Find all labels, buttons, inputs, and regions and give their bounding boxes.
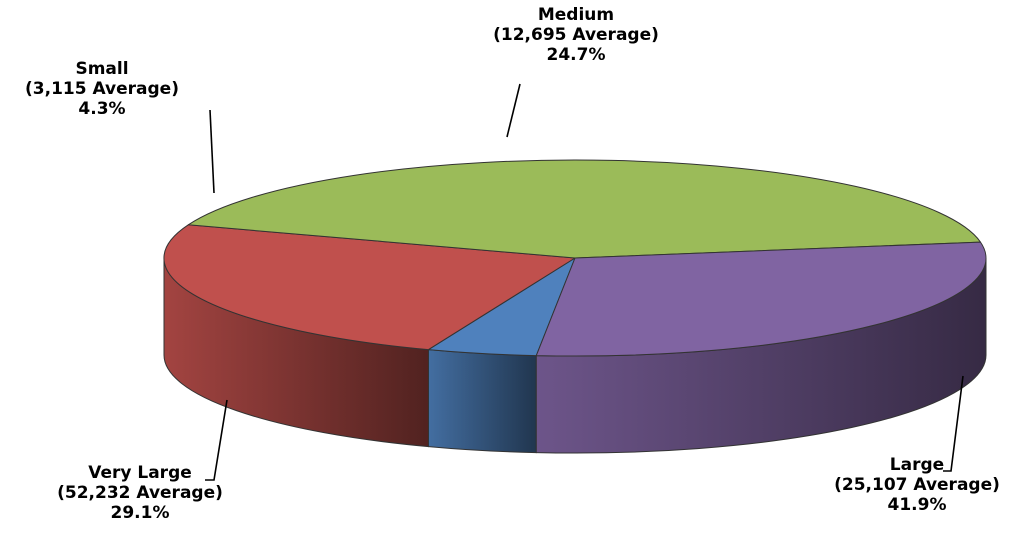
label-very-large-average: (52,232 Average) [57,483,223,503]
label-medium-percent: 24.7% [547,45,606,65]
label-large-percent: 41.9% [888,495,947,515]
leader-line-very-large [205,399,228,481]
slice-very-large [535,241,987,357]
label-large-average: (25,107 Average) [834,475,1000,495]
leader-line-large [943,375,964,472]
leader-lines [205,83,964,481]
slice-side-small [428,349,537,454]
leader-line-medium [506,83,521,138]
slice-labels: Small(3,115 Average)4.3% Medium(12,695 Av… [25,5,1000,523]
label-small-percent: 4.3% [78,99,125,119]
label-very-large-category: Very Large [88,463,192,483]
slice-medium [163,224,576,351]
label-medium-category: Medium [538,5,614,25]
pie-slices [163,159,987,454]
label-small-average: (3,115 Average) [25,79,179,99]
label-small-category: Small [75,59,128,79]
slice-large [187,159,981,259]
label-large-category: Large [890,455,944,475]
leader-line-small [209,109,215,194]
label-very-large-percent: 29.1% [111,503,170,523]
label-medium-average: (12,695 Average) [493,25,659,45]
